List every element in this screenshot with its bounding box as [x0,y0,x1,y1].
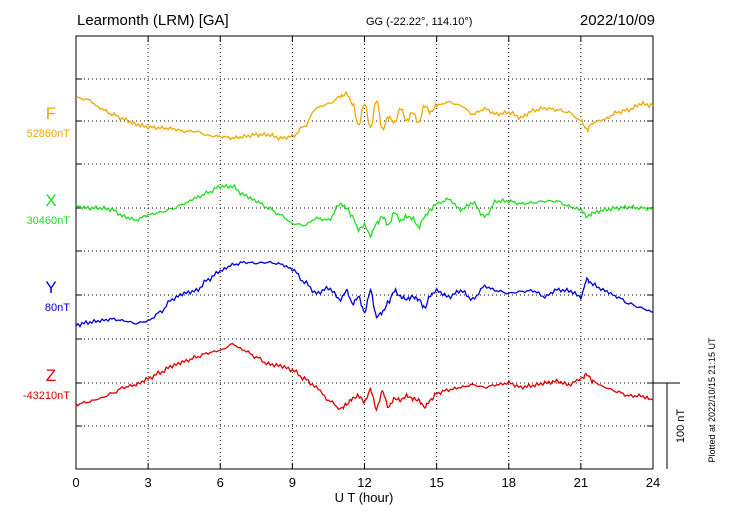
series-x: X 30460nT [27,183,654,239]
series-line-y [75,260,654,328]
x-tick-label: 24 [646,475,660,490]
x-tick-label: 6 [217,475,224,490]
x-tick-label: 18 [502,475,516,490]
series-baseline-z: -43210nT [23,390,70,402]
scale-bar: 100 nT [653,382,687,469]
series-name-f: F [46,104,56,123]
series-line-f [75,91,654,142]
series-y: Y 80nT [45,260,654,328]
series-baseline-x: 30460nT [27,215,71,227]
chart-title: Learmonth (LRM) [GA] [77,12,229,29]
series-line-x [75,183,654,239]
series-z: Z -43210nT [23,342,654,412]
chart-date: 2022/10/09 [580,12,655,29]
x-axis-label: U T (hour) [335,490,394,505]
scale-bar-label: 100 nT [675,409,687,444]
x-tick-label: 15 [429,475,443,490]
plotted-at-note: Plotted at 2022/10/15 21:15 UT [707,337,717,463]
series-line-z [75,342,654,412]
station-coordinates: GG (-22.22°, 114.10°) [366,16,472,28]
series-name-z: Z [46,366,56,385]
x-tick-label: 0 [72,475,79,490]
series-baseline-y: 80nT [45,302,70,314]
x-tick-labels: 0 3 6 9 12 15 18 21 24 [72,475,660,490]
x-tick-label: 12 [357,475,371,490]
series-baseline-f: 52860nT [27,128,71,140]
x-tick-label: 3 [145,475,152,490]
x-tick-label: 9 [289,475,296,490]
series-name-y: Y [45,278,56,297]
grid [76,36,653,469]
series-layer: F 52860nT X 30460nT Y 80nT Z -43210nT [23,91,654,412]
x-tick-label: 21 [574,475,588,490]
frame-ticks [75,36,654,469]
series-name-x: X [45,191,56,210]
series-f: F 52860nT [27,91,654,142]
